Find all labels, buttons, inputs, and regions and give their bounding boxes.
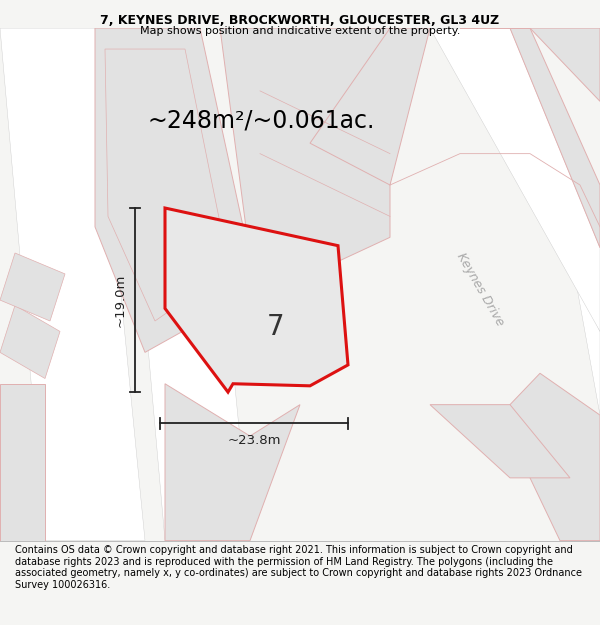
Polygon shape [0,384,45,541]
Polygon shape [0,253,65,321]
Polygon shape [430,404,570,478]
Polygon shape [165,208,348,392]
Polygon shape [0,305,60,379]
Text: Keynes Drive: Keynes Drive [454,251,506,329]
Polygon shape [480,28,600,101]
Polygon shape [460,28,600,248]
Polygon shape [120,28,250,541]
Text: Map shows position and indicative extent of the property.: Map shows position and indicative extent… [140,26,460,36]
Polygon shape [220,28,390,279]
Text: Contains OS data © Crown copyright and database right 2021. This information is : Contains OS data © Crown copyright and d… [15,545,582,590]
Polygon shape [390,28,600,415]
Text: 7, KEYNES DRIVE, BROCKWORTH, GLOUCESTER, GL3 4UZ: 7, KEYNES DRIVE, BROCKWORTH, GLOUCESTER,… [100,14,500,27]
Text: ~248m²/~0.061ac.: ~248m²/~0.061ac. [148,109,376,132]
Text: ~19.0m: ~19.0m [114,273,127,327]
Polygon shape [95,28,250,352]
Polygon shape [310,28,430,185]
Polygon shape [165,384,300,541]
Text: ~23.8m: ~23.8m [227,434,281,447]
Polygon shape [0,28,145,541]
Text: 7: 7 [266,313,284,341]
Polygon shape [430,28,600,331]
Polygon shape [500,373,600,541]
